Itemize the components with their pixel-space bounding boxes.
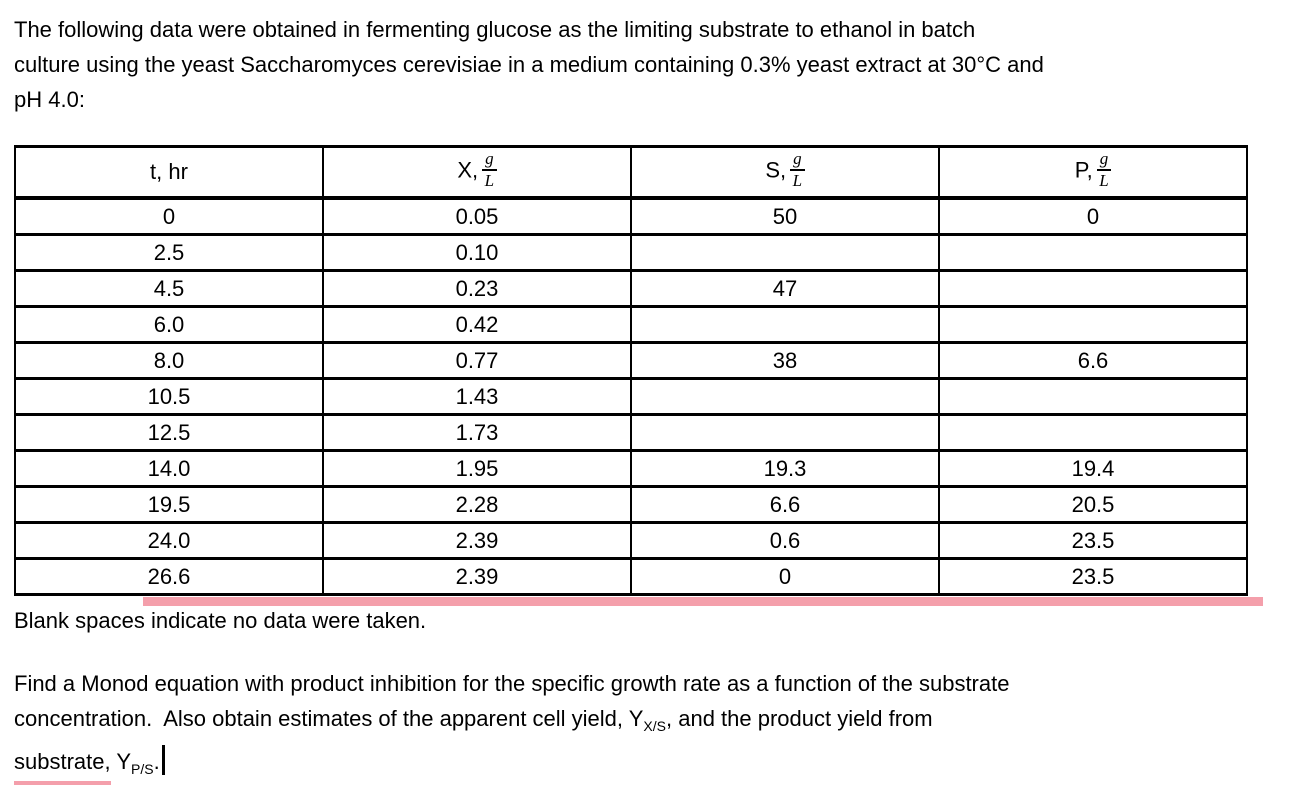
table-cell[interactable] bbox=[630, 377, 940, 416]
text-cursor bbox=[161, 745, 165, 775]
yield-subscript-xs: X/S bbox=[643, 718, 666, 734]
table-cell[interactable]: 6.0 bbox=[14, 305, 324, 344]
table-cell[interactable] bbox=[938, 413, 1248, 452]
table-cell[interactable]: 38 bbox=[630, 341, 940, 380]
fraction-numerator: g bbox=[1096, 150, 1112, 171]
table-cell[interactable]: 19.4 bbox=[938, 449, 1248, 488]
table-row: 14.0 1.95 19.3 19.4 bbox=[14, 449, 1248, 488]
fraction-denominator: L bbox=[1099, 171, 1109, 190]
table-cell[interactable]: 0.10 bbox=[322, 233, 632, 272]
table-cell[interactable]: 1.43 bbox=[322, 377, 632, 416]
table-cell[interactable]: 0.42 bbox=[322, 305, 632, 344]
table-cell[interactable]: 2.28 bbox=[322, 485, 632, 524]
table-cell[interactable] bbox=[938, 269, 1248, 308]
table-cell[interactable]: 50 bbox=[630, 196, 940, 236]
table-cell[interactable] bbox=[630, 233, 940, 272]
table-cell[interactable]: 2.5 bbox=[14, 233, 324, 272]
table-header-cell[interactable]: t, hr bbox=[14, 145, 324, 200]
table-header-cell[interactable]: S, g L bbox=[630, 145, 940, 200]
table-header: t, hr X, g L S, g L P, g L bbox=[14, 145, 1248, 200]
table-cell[interactable]: 0.05 bbox=[322, 196, 632, 236]
table-cell[interactable] bbox=[630, 413, 940, 452]
table-cell[interactable]: 19.5 bbox=[14, 485, 324, 524]
table-row: 2.5 0.10 bbox=[14, 233, 1248, 272]
table-cell[interactable]: 6.6 bbox=[938, 341, 1248, 380]
intro-line-2[interactable]: culture using the yeast Saccharomyces ce… bbox=[14, 52, 1044, 77]
header-prefix: P, bbox=[1074, 157, 1093, 183]
table-cell[interactable]: 0.77 bbox=[322, 341, 632, 380]
table-cell[interactable]: 26.6 bbox=[14, 557, 324, 596]
table-row: 10.5 1.43 bbox=[14, 377, 1248, 416]
table-cell[interactable]: 2.39 bbox=[322, 521, 632, 560]
table-cell[interactable]: 6.6 bbox=[630, 485, 940, 524]
table-cell[interactable]: 12.5 bbox=[14, 413, 324, 452]
table-row: 19.5 2.28 6.6 20.5 bbox=[14, 485, 1248, 524]
question-paragraph[interactable]: Find a Monod equation with product inhib… bbox=[14, 666, 1009, 787]
table-header-cell[interactable]: P, g L bbox=[938, 145, 1248, 200]
table-cell[interactable]: 23.5 bbox=[938, 521, 1248, 560]
table-cell[interactable]: 1.73 bbox=[322, 413, 632, 452]
note-text[interactable]: Blank spaces indicate no data were taken… bbox=[14, 608, 427, 633]
table-cell[interactable]: 0 bbox=[938, 196, 1248, 236]
question-line-3[interactable]: substrate, YP/S. bbox=[14, 744, 1009, 787]
table-cell[interactable] bbox=[938, 233, 1248, 272]
header-prefix: X, bbox=[457, 157, 479, 183]
question-line-2-post: , and the product yield from bbox=[666, 706, 933, 731]
misspelled-word-underline: substrate, bbox=[14, 744, 111, 785]
table-cell[interactable]: 24.0 bbox=[14, 521, 324, 560]
table-cell[interactable]: 19.3 bbox=[630, 449, 940, 488]
table-cell[interactable] bbox=[630, 305, 940, 344]
table-row: 4.5 0.23 47 bbox=[14, 269, 1248, 308]
question-line-2-pre: concentration. Also obtain estimates of … bbox=[14, 706, 644, 731]
table-cell[interactable] bbox=[938, 305, 1248, 344]
table-header-row: t, hr X, g L S, g L P, g L bbox=[14, 145, 1248, 200]
table-cell[interactable]: 2.39 bbox=[322, 557, 632, 596]
table-row: 8.0 0.77 38 6.6 bbox=[14, 341, 1248, 380]
question-line-2[interactable]: concentration. Also obtain estimates of … bbox=[14, 701, 1009, 744]
table-cell[interactable]: 1.95 bbox=[322, 449, 632, 488]
fraction-numerator: g bbox=[482, 150, 497, 171]
table-row: 26.6 2.39 0 23.5 bbox=[14, 557, 1248, 596]
table-cell[interactable]: 4.5 bbox=[14, 269, 324, 308]
table-cell[interactable]: 0.23 bbox=[322, 269, 632, 308]
table-row: 6.0 0.42 bbox=[14, 305, 1248, 344]
header-prefix: S, bbox=[765, 157, 787, 183]
table-row: 24.0 2.39 0.6 23.5 bbox=[14, 521, 1248, 560]
data-table: t, hr X, g L S, g L P, g L 0 0.05 50 0 2.5 0.10 4.5 0.23… bbox=[14, 145, 1248, 596]
intro-line-3[interactable]: pH 4.0: bbox=[14, 87, 85, 112]
question-line-3-end: . bbox=[153, 749, 160, 774]
table-cell[interactable]: 47 bbox=[630, 269, 940, 308]
pink-highlight-bar bbox=[143, 597, 1263, 606]
table-cell[interactable]: 0.6 bbox=[630, 521, 940, 560]
question-line-3-mid: Y bbox=[110, 749, 131, 774]
intro-line-1[interactable]: The following data were obtained in ferm… bbox=[14, 17, 976, 42]
table-cell[interactable]: 14.0 bbox=[14, 449, 324, 488]
table-cell[interactable]: 23.5 bbox=[938, 557, 1248, 596]
table-cell[interactable]: 20.5 bbox=[938, 485, 1248, 524]
table-header-cell[interactable]: X, g L bbox=[322, 145, 632, 200]
table-cell[interactable]: 10.5 bbox=[14, 377, 324, 416]
table-cell[interactable]: 8.0 bbox=[14, 341, 324, 380]
yield-subscript-ps: P/S bbox=[131, 761, 154, 777]
fraction-numerator: g bbox=[790, 150, 805, 171]
table-cell[interactable] bbox=[938, 377, 1248, 416]
intro-paragraph[interactable]: The following data were obtained in ferm… bbox=[14, 12, 1044, 117]
table-row: 0 0.05 50 0 bbox=[14, 196, 1248, 236]
table-cell[interactable]: 0 bbox=[630, 557, 940, 596]
table-body: 0 0.05 50 0 2.5 0.10 4.5 0.23 47 6.0 0.42 8.0 0.77 38… bbox=[14, 196, 1248, 596]
table-row: 12.5 1.73 bbox=[14, 413, 1248, 452]
table-cell[interactable]: 0 bbox=[14, 196, 324, 236]
fraction-denominator: L bbox=[484, 171, 495, 190]
question-line-1[interactable]: Find a Monod equation with product inhib… bbox=[14, 671, 1010, 696]
fraction-denominator: L bbox=[792, 171, 803, 190]
